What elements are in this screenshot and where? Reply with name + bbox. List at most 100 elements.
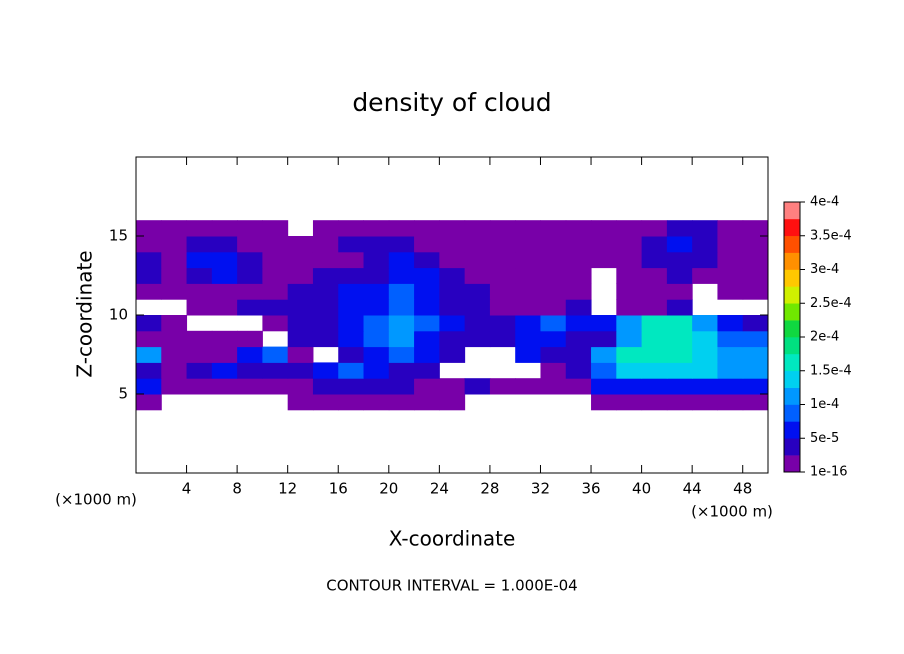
heatmap-cell bbox=[414, 394, 440, 411]
heatmap-cell bbox=[692, 394, 718, 411]
heatmap-cell bbox=[211, 330, 238, 348]
heatmap-cell bbox=[540, 346, 567, 363]
heatmap-cell bbox=[717, 378, 744, 395]
heatmap-cell bbox=[388, 267, 415, 284]
y-tick-label: 10 bbox=[109, 306, 128, 324]
heatmap-cell bbox=[439, 299, 466, 316]
colorbar-swatch bbox=[784, 269, 800, 287]
heatmap-cell bbox=[312, 283, 339, 300]
heatmap-cell bbox=[312, 220, 339, 237]
heatmap-cell bbox=[237, 251, 263, 269]
heatmap-cell bbox=[363, 315, 390, 332]
footer-note: CONTOUR INTERVAL = 1.000E-04 bbox=[326, 577, 577, 595]
heatmap-cell bbox=[742, 267, 769, 284]
heatmap-cell bbox=[540, 283, 567, 300]
heatmap-cell bbox=[515, 220, 541, 237]
heatmap-cell bbox=[717, 394, 744, 411]
heatmap-cell bbox=[515, 315, 541, 332]
colorbar-swatch bbox=[784, 303, 800, 321]
colorbar-swatch bbox=[784, 235, 800, 253]
heatmap-cell bbox=[186, 251, 213, 269]
heatmap-cell bbox=[616, 267, 643, 284]
heatmap-cell bbox=[186, 330, 213, 348]
heatmap-cell bbox=[414, 236, 440, 253]
x-axis-label: X-coordinate bbox=[389, 527, 516, 551]
heatmap-cell bbox=[388, 330, 415, 348]
heatmap-cell bbox=[262, 378, 289, 395]
heatmap-cell bbox=[338, 330, 365, 348]
heatmap-cell bbox=[464, 267, 491, 284]
heatmap-cell bbox=[312, 299, 339, 316]
heatmap-cell bbox=[641, 330, 668, 348]
heatmap-cell bbox=[717, 283, 744, 300]
heatmap-cell bbox=[641, 346, 668, 363]
heatmap-cell bbox=[540, 330, 567, 348]
heatmap-cell bbox=[211, 346, 238, 363]
heatmap-cell bbox=[565, 283, 592, 300]
heatmap-cell bbox=[489, 378, 516, 395]
heatmap-cell bbox=[439, 267, 466, 284]
heatmap-cell bbox=[591, 362, 617, 379]
heatmap-cell bbox=[666, 236, 693, 253]
heatmap-cell bbox=[616, 362, 643, 379]
heatmap-cell bbox=[262, 251, 289, 269]
heatmap-cell bbox=[742, 283, 769, 300]
heatmap-cell bbox=[211, 220, 238, 237]
colorbar-tick-label: 3e-4 bbox=[810, 262, 839, 277]
heatmap-cell bbox=[211, 362, 238, 379]
heatmap-cell bbox=[439, 346, 466, 363]
heatmap-cell bbox=[363, 299, 390, 316]
heatmap-cell bbox=[136, 283, 162, 300]
heatmap-cell bbox=[161, 267, 188, 284]
heatmap-cell bbox=[717, 315, 744, 332]
heatmap-cell bbox=[237, 283, 263, 300]
heatmap-cell bbox=[262, 346, 289, 363]
heatmap-cell bbox=[211, 267, 238, 284]
heatmap-cell bbox=[136, 330, 162, 348]
colorbar-swatch bbox=[784, 438, 800, 456]
heatmap-cell bbox=[363, 346, 390, 363]
colorbar-swatch bbox=[784, 202, 800, 220]
heatmap-cell bbox=[287, 283, 314, 300]
colorbar-swatch bbox=[784, 252, 800, 270]
heatmap-cell bbox=[211, 299, 238, 316]
heatmap-cell bbox=[616, 346, 643, 363]
heatmap-cell bbox=[136, 315, 162, 332]
heatmap-cell bbox=[439, 315, 466, 332]
heatmap-cell bbox=[692, 330, 718, 348]
heatmap-cell bbox=[312, 394, 339, 411]
heatmap-cell bbox=[565, 346, 592, 363]
heatmap-cell bbox=[666, 346, 693, 363]
heatmap-cell bbox=[717, 330, 744, 348]
x-tick-label: 20 bbox=[379, 480, 398, 498]
heatmap-cell bbox=[742, 315, 769, 332]
heatmap-cell bbox=[388, 315, 415, 332]
heatmap-cell bbox=[161, 362, 188, 379]
heatmap-cell bbox=[439, 283, 466, 300]
heatmap-cell bbox=[388, 378, 415, 395]
heatmap-cell bbox=[489, 315, 516, 332]
heatmap-cell bbox=[211, 251, 238, 269]
heatmap-cell bbox=[388, 346, 415, 363]
heatmap-cell bbox=[161, 220, 188, 237]
colorbar-swatch bbox=[784, 387, 800, 405]
heatmap-cell bbox=[262, 267, 289, 284]
heatmap-cell bbox=[489, 236, 516, 253]
heatmap-cell bbox=[540, 220, 567, 237]
heatmap-cell bbox=[363, 236, 390, 253]
colorbar-tick-label: 2e-4 bbox=[810, 330, 839, 345]
heatmap-cell bbox=[464, 283, 491, 300]
heatmap-cell bbox=[464, 220, 491, 237]
heatmap-cell bbox=[363, 330, 390, 348]
heatmap-cell bbox=[692, 346, 718, 363]
heatmap-cell bbox=[287, 330, 314, 348]
heatmap-cell bbox=[338, 346, 365, 363]
heatmap-cell bbox=[287, 378, 314, 395]
heatmap-cell bbox=[464, 251, 491, 269]
heatmap-cell bbox=[312, 236, 339, 253]
heatmap-cell bbox=[717, 362, 744, 379]
x-tick-label: 28 bbox=[480, 480, 499, 498]
x-tick-label: 16 bbox=[329, 480, 348, 498]
heatmap-cell bbox=[262, 283, 289, 300]
y-tick-label: 15 bbox=[109, 227, 128, 245]
